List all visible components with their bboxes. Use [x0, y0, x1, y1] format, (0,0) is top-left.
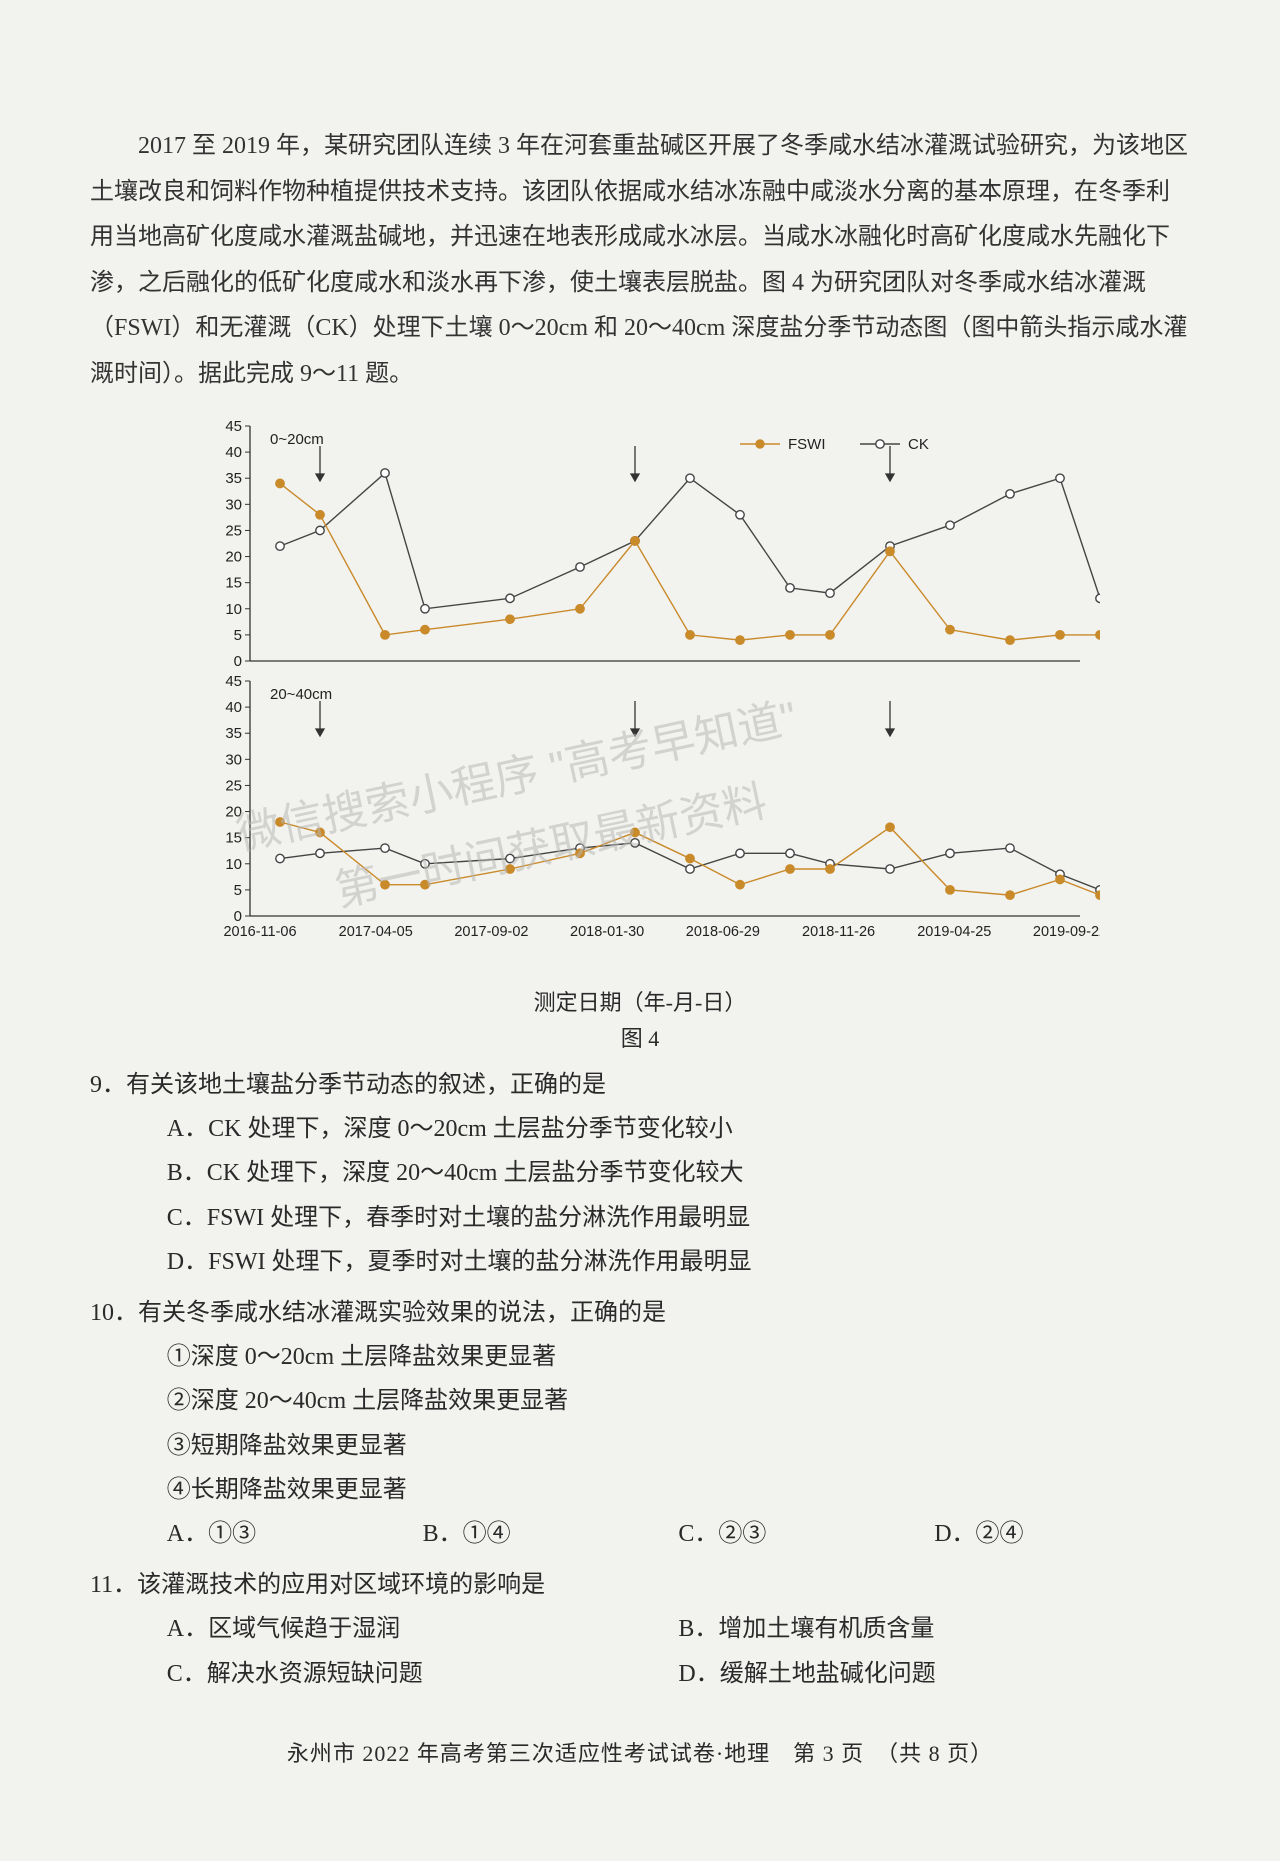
- q11-stem: 该灌溉技术的应用对区域环境的影响是: [137, 1572, 545, 1598]
- q11-option-c: C．解决水资源短缺问题: [167, 1652, 679, 1696]
- svg-text:0: 0: [234, 653, 242, 670]
- svg-text:2017-04-05: 2017-04-05: [339, 924, 413, 940]
- q9-number: 9．: [90, 1072, 126, 1098]
- svg-text:2018-11-26: 2018-11-26: [802, 924, 875, 940]
- svg-text:2018-06-29: 2018-06-29: [686, 924, 760, 940]
- svg-text:10: 10: [225, 600, 242, 617]
- svg-text:2016-11-06: 2016-11-06: [223, 924, 296, 940]
- q9-option-c: C．FSWI 处理下，春季时对土壤的盐分淋洗作用最明显: [167, 1196, 1190, 1240]
- svg-text:10: 10: [225, 855, 242, 872]
- q10-line-3: ③短期降盐效果更显著: [167, 1424, 1190, 1468]
- svg-text:FSWI: FSWI: [788, 436, 826, 453]
- q10-stem: 有关冬季咸水结冰灌溉实验效果的说法，正确的是: [138, 1300, 666, 1326]
- svg-text:40: 40: [225, 699, 242, 716]
- q10-option-a: A．①③: [167, 1512, 423, 1556]
- question-11: 11．该灌溉技术的应用对区域环境的影响是 A．区域气候趋于湿润 B．增加土壤有机…: [90, 1563, 1190, 1696]
- q11-option-b: B．增加土壤有机质含量: [678, 1607, 1190, 1651]
- q11-number: 11．: [90, 1572, 137, 1598]
- svg-text:15: 15: [225, 829, 242, 846]
- q10-option-b: B．①④: [423, 1512, 679, 1556]
- svg-text:45: 45: [225, 418, 242, 435]
- q11-option-d: D．缓解土地盐碱化问题: [678, 1652, 1190, 1696]
- figure-4: 0 5 10 15 20 25 30 35 40 45 0~20cm 0 5 10 15 20 25 30 35 40…: [180, 416, 1100, 1053]
- svg-text:35: 35: [225, 470, 242, 487]
- questions-block: 9．有关该地土壤盐分季节动态的叙述，正确的是 A．CK 处理下，深度 0～20c…: [90, 1063, 1190, 1696]
- svg-text:35: 35: [225, 725, 242, 742]
- svg-text:20: 20: [225, 548, 242, 565]
- svg-text:30: 30: [225, 496, 242, 513]
- svg-text:5: 5: [234, 881, 242, 898]
- q9-stem: 有关该地土壤盐分季节动态的叙述，正确的是: [126, 1072, 606, 1098]
- page-footer: 永州市 2022 年高考第三次适应性考试试卷·地理 第 3 页 （共 8 页）: [90, 1736, 1190, 1768]
- passage-text: 2017 至 2019 年，某研究团队连续 3 年在河套重盐碱区开展了冬季咸水结…: [90, 124, 1190, 398]
- svg-text:20: 20: [225, 803, 242, 820]
- page: 2017 至 2019 年，某研究团队连续 3 年在河套重盐碱区开展了冬季咸水结…: [0, 0, 1280, 1861]
- q9-option-a: A．CK 处理下，深度 0～20cm 土层盐分季节变化较小: [167, 1107, 1190, 1151]
- q9-option-b: B．CK 处理下，深度 20～40cm 土层盐分季节变化较大: [167, 1151, 1190, 1195]
- q10-line-1: ①深度 0～20cm 土层降盐效果更显著: [167, 1335, 1190, 1379]
- svg-text:25: 25: [225, 777, 242, 794]
- svg-text:20~40cm: 20~40cm: [270, 686, 332, 703]
- svg-text:45: 45: [225, 673, 242, 690]
- svg-text:2018-01-30: 2018-01-30: [570, 924, 644, 940]
- svg-text:25: 25: [225, 522, 242, 539]
- svg-text:5: 5: [234, 626, 242, 643]
- svg-text:2017-09-02: 2017-09-02: [454, 924, 528, 940]
- question-10: 10．有关冬季咸水结冰灌溉实验效果的说法，正确的是 ①深度 0～20cm 土层降…: [90, 1291, 1190, 1557]
- svg-text:CK: CK: [908, 436, 929, 453]
- svg-text:40: 40: [225, 444, 242, 461]
- svg-text:0: 0: [234, 908, 242, 925]
- svg-text:2019-09-22: 2019-09-22: [1033, 924, 1100, 940]
- figure-caption: 图 4: [180, 1021, 1100, 1053]
- q10-line-2: ②深度 20～40cm 土层降盐效果更显著: [167, 1379, 1190, 1423]
- q11-option-a: A．区域气候趋于湿润: [167, 1607, 679, 1651]
- q10-number: 10．: [90, 1300, 138, 1326]
- svg-text:0~20cm: 0~20cm: [270, 431, 324, 448]
- q10-option-c: C．②③: [678, 1512, 934, 1556]
- svg-text:15: 15: [225, 574, 242, 591]
- q10-option-d: D．②④: [934, 1512, 1190, 1556]
- q9-option-d: D．FSWI 处理下，夏季时对土壤的盐分淋洗作用最明显: [167, 1240, 1190, 1284]
- x-axis-label: 测定日期（年-月-日）: [180, 985, 1100, 1017]
- svg-text:30: 30: [225, 751, 242, 768]
- svg-text:2019-04-25: 2019-04-25: [917, 924, 991, 940]
- chart-svg: 0 5 10 15 20 25 30 35 40 45 0~20cm 0 5 10 15 20 25 30 35 40…: [180, 416, 1100, 976]
- q10-line-4: ④长期降盐效果更显著: [167, 1468, 1190, 1512]
- question-9: 9．有关该地土壤盐分季节动态的叙述，正确的是 A．CK 处理下，深度 0～20c…: [90, 1063, 1190, 1285]
